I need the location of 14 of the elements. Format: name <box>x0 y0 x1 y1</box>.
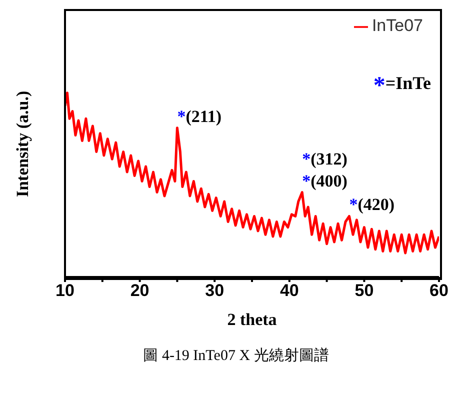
annotation: *(400) <box>302 171 348 190</box>
x-tick-label: 30 <box>205 281 224 300</box>
x-axis-title: 2 theta <box>226 310 278 330</box>
annotation: *(211) <box>177 106 222 126</box>
annotation: *(312) <box>302 149 348 168</box>
x-tick-label: 60 <box>430 281 448 300</box>
x-tick-label: 10 <box>56 281 74 300</box>
annotation: *(420) <box>349 195 395 214</box>
x-tick-label: 40 <box>280 281 299 300</box>
caption: 圖 4-19 InTe07 X 光繞射圖譜 <box>142 346 330 365</box>
x-tick-label: 50 <box>354 281 374 300</box>
legend-label: InTe07 <box>372 16 423 35</box>
y-axis-title: Intensity (a.u.) <box>13 90 33 197</box>
x-tick-label: 20 <box>130 281 150 300</box>
